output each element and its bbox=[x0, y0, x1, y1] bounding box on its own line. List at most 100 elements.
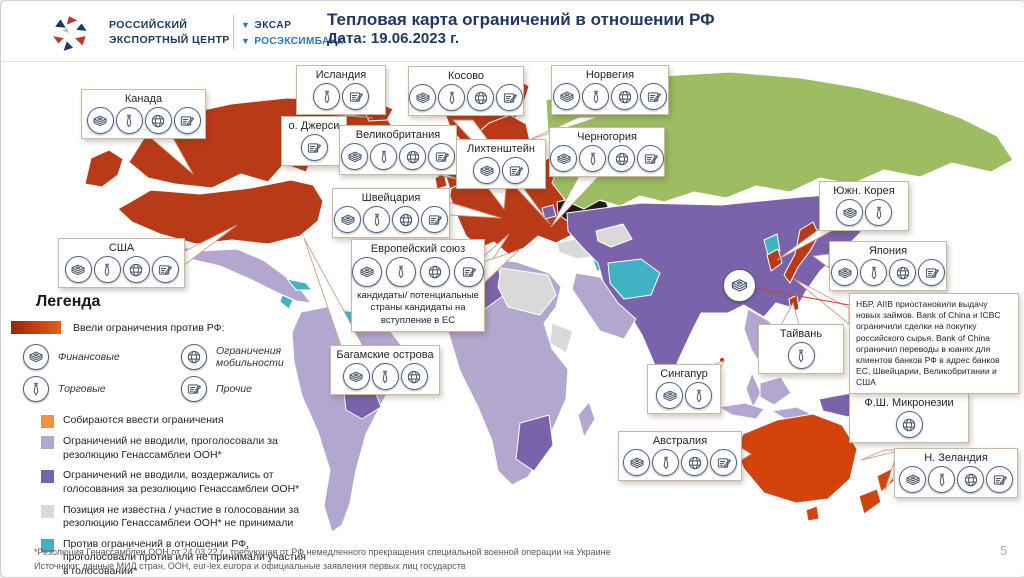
page-number: 5 bbox=[1000, 543, 1008, 558]
other-icon bbox=[151, 256, 179, 283]
restriction-icons bbox=[621, 449, 739, 476]
legend-title: Легенда bbox=[36, 293, 101, 310]
mobility-icon bbox=[957, 466, 984, 493]
restriction-icons bbox=[61, 256, 182, 283]
restriction-icons bbox=[553, 83, 667, 110]
category-swatch bbox=[41, 415, 54, 428]
restriction-icons bbox=[84, 107, 203, 134]
title-line1: Тепловая карта ограничений в отношении Р… bbox=[327, 10, 715, 29]
restriction-icons bbox=[897, 466, 1015, 493]
roseximbank-logo: ▼ РОСЭКСИМБАНК bbox=[241, 36, 344, 47]
legend: Легенда Ввели ограничения против РФ: Фин… bbox=[11, 293, 323, 577]
category-label: Ограничений не вводили, проголосовали за… bbox=[63, 435, 278, 461]
country-label: Н. Зеландия bbox=[924, 452, 988, 464]
eu-candidates-note: кандидаты/ потенциальные страны кандидат… bbox=[357, 290, 479, 326]
title-line2: Дата: 19.06.2023 г. bbox=[327, 30, 460, 48]
callout-usa: США bbox=[58, 238, 185, 288]
other-icon bbox=[637, 145, 664, 172]
other-icon bbox=[986, 466, 1013, 493]
legend-category: Собираются ввести ограничения bbox=[41, 414, 323, 428]
callout-switzerland: Швейцария bbox=[332, 188, 450, 238]
trade-icon bbox=[371, 363, 399, 390]
callout-bahamas: Багамские острова bbox=[330, 345, 440, 395]
category-swatch bbox=[41, 504, 54, 518]
legend-category: Ограничений не вводили, проголосовали за… bbox=[41, 435, 323, 462]
slide-title: Тепловая карта ограничений в отношении Р… bbox=[327, 9, 715, 47]
callout-singapore: Сингапур bbox=[647, 364, 721, 414]
legend-icon-item: Финансовые bbox=[23, 344, 181, 370]
callout-australia: Австралия bbox=[618, 431, 742, 481]
finance-icon bbox=[86, 107, 114, 134]
country-label: о. Джерси bbox=[288, 120, 340, 132]
callout-micronesia: Ф.Ш. Микронезии bbox=[849, 393, 969, 443]
callout-norway: Норвегия bbox=[551, 65, 669, 115]
restriction-icons bbox=[761, 342, 841, 369]
rec-logo-text: РОССИЙСКИЙ ЭКСПОРТНЫЙ ЦЕНТР bbox=[109, 18, 230, 47]
restriction-icons bbox=[550, 145, 664, 172]
country-label: Косово bbox=[447, 70, 485, 82]
trade-icon bbox=[582, 83, 609, 110]
restriction-icons bbox=[409, 84, 523, 111]
restriction-icons bbox=[341, 143, 455, 170]
mobility-icon bbox=[122, 256, 150, 283]
restriction-icons bbox=[822, 199, 906, 226]
country-label: Япония bbox=[868, 245, 908, 257]
callout-iceland: Исландия bbox=[296, 65, 386, 115]
finance-icon bbox=[623, 449, 650, 476]
callout-canada: Канада bbox=[81, 89, 206, 139]
country-label: Черногория bbox=[577, 131, 637, 143]
country-label: Лихтенштейн bbox=[467, 143, 535, 155]
country-label: Канада bbox=[124, 93, 163, 105]
footnotes: *Резолюция Генассамблеи ООН от 24.03.22 … bbox=[34, 546, 611, 574]
legend-icon-item: Прочие bbox=[181, 376, 323, 402]
category-label: Ограничений не вводили, воздержались от … bbox=[63, 469, 300, 495]
finance-icon bbox=[723, 269, 756, 302]
mobility-icon bbox=[895, 411, 923, 438]
finance-icon bbox=[352, 257, 382, 287]
finance-icon bbox=[656, 382, 683, 409]
category-swatch bbox=[41, 436, 54, 449]
legend-category: Ограничений не вводили, воздержались от … bbox=[41, 469, 323, 496]
restriction-icons bbox=[650, 382, 718, 409]
other-icon bbox=[342, 83, 369, 110]
eksar-logo: ▼ ЭКСАР bbox=[241, 20, 292, 31]
header-divider bbox=[233, 15, 234, 49]
legend-icon-label: Финансовые bbox=[58, 351, 120, 363]
callout-jersey: о. Джерси bbox=[281, 116, 347, 166]
other-icon bbox=[428, 143, 455, 170]
sanctions-gradient-swatch bbox=[11, 321, 61, 334]
country-label: Южн. Корея bbox=[833, 185, 895, 197]
other-icon bbox=[502, 157, 529, 184]
category-swatch bbox=[41, 470, 54, 484]
mobility-icon bbox=[611, 83, 638, 110]
trade-icon bbox=[438, 84, 465, 111]
restriction-icons bbox=[333, 363, 437, 390]
finance-icon bbox=[342, 363, 370, 390]
legend-categories: Собираются ввести ограничения Ограничений… bbox=[11, 414, 323, 577]
trade-icon bbox=[23, 376, 49, 402]
mobility-icon bbox=[392, 206, 419, 233]
legend-icon-label: Ограничения мобильности bbox=[216, 345, 284, 369]
mobility-icon bbox=[608, 145, 635, 172]
country-label: Европейский союз bbox=[370, 243, 466, 255]
restriction-icons bbox=[852, 411, 966, 438]
legend-icon-grid: Финансовые Ограничения мобильности Торговы… bbox=[23, 344, 323, 402]
other-icon bbox=[173, 107, 201, 134]
country-label: Исландия bbox=[315, 69, 367, 81]
other-icon bbox=[640, 83, 667, 110]
footnote-sources: Источники: данные МИД стран, ООН, eur-le… bbox=[34, 560, 466, 571]
trade-icon bbox=[386, 257, 416, 287]
callout-taiwan: Тайвань bbox=[758, 324, 844, 374]
footnote-resolution: *Резолюция Генассамблеи ООН от 24.03.22 … bbox=[34, 547, 611, 557]
country-label: Сингапур bbox=[660, 368, 708, 380]
legend-icon-label: Торговые bbox=[58, 383, 106, 395]
callout-liechtenstein: Лихтенштейн bbox=[456, 139, 546, 189]
country-label: Тайвань bbox=[779, 328, 823, 340]
sanctions-label: Ввели ограничения против РФ: bbox=[73, 321, 225, 334]
restriction-icons bbox=[831, 259, 945, 286]
other-icon bbox=[421, 206, 448, 233]
other-icon bbox=[918, 259, 945, 286]
roseximbank-triangle-icon: ▼ bbox=[241, 36, 251, 46]
trade-icon bbox=[652, 449, 679, 476]
